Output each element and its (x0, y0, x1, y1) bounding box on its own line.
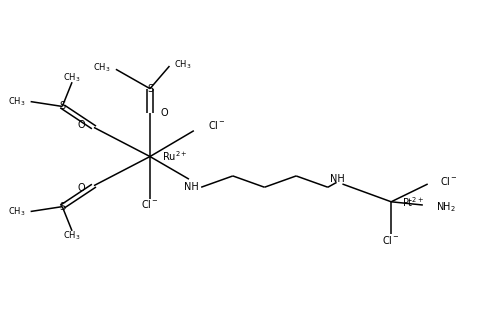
Text: Ru$^{2+}$: Ru$^{2+}$ (162, 150, 188, 163)
Text: CH$_3$: CH$_3$ (174, 58, 192, 71)
Text: S: S (147, 84, 153, 94)
Text: CH$_3$: CH$_3$ (8, 205, 26, 218)
Text: Pt$^{2+}$: Pt$^{2+}$ (402, 195, 424, 209)
Text: NH: NH (184, 182, 199, 192)
Text: NH$_2$: NH$_2$ (437, 200, 456, 214)
Text: Cl$^-$: Cl$^-$ (440, 175, 458, 187)
Text: Cl$^-$: Cl$^-$ (208, 119, 226, 131)
Text: CH$_3$: CH$_3$ (94, 61, 111, 74)
Text: O: O (161, 108, 169, 118)
Text: O: O (77, 183, 85, 193)
Text: O: O (77, 120, 85, 130)
Text: CH$_3$: CH$_3$ (63, 71, 81, 83)
Text: S: S (59, 101, 65, 111)
Text: CH$_3$: CH$_3$ (63, 230, 81, 242)
Text: CH$_3$: CH$_3$ (8, 95, 26, 108)
Text: Cl$^-$: Cl$^-$ (141, 199, 159, 210)
Text: Cl$^-$: Cl$^-$ (382, 234, 400, 246)
Text: S: S (59, 202, 65, 212)
Text: NH: NH (330, 174, 345, 184)
